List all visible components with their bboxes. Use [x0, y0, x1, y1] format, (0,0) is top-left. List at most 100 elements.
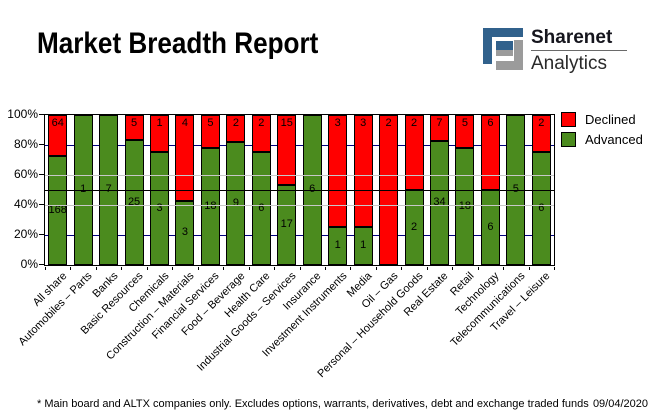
bar-real-estate: 7 34 — [429, 115, 449, 265]
bar-basic-resources: 5 25 — [124, 115, 144, 265]
x-tick-mark — [426, 267, 428, 270]
advanced-segment — [531, 152, 551, 265]
y-tick-mark — [39, 174, 44, 175]
declined-value: 2 — [410, 117, 418, 129]
advanced-value: 6 — [258, 201, 265, 214]
y-tick-label: 40% — [13, 197, 38, 211]
advanced-swatch — [561, 132, 576, 147]
advanced-value: 6 — [487, 220, 494, 233]
declined-segment — [404, 115, 424, 190]
x-tick-mark — [248, 267, 250, 270]
report-date: 09/04/2020 — [592, 398, 648, 410]
declined-value: 4 — [181, 117, 189, 129]
x-tick-mark — [197, 267, 199, 270]
gridline-80 — [45, 145, 554, 146]
bar-all-share: 64 168 — [48, 115, 68, 265]
x-tick-mark — [324, 267, 326, 270]
advanced-value: 3 — [156, 201, 163, 214]
declined-value: 1 — [156, 117, 163, 129]
x-tick-mark — [121, 267, 123, 270]
y-tick-label: 60% — [13, 167, 38, 181]
x-tick-mark — [274, 267, 276, 270]
legend-item-advanced: Advanced — [561, 132, 643, 147]
x-tick-mark — [554, 267, 555, 270]
advanced-value: 5 — [512, 183, 519, 195]
declined-value: 2 — [258, 117, 265, 129]
declined-segment — [200, 115, 220, 148]
advanced-segment — [48, 156, 68, 265]
declined-swatch — [561, 112, 576, 127]
declined-value: 2 — [232, 117, 239, 129]
declined-value: 64 — [51, 117, 64, 129]
y-tick-mark — [39, 204, 44, 205]
advanced-segment — [226, 142, 246, 265]
advanced-segment — [328, 227, 348, 265]
declined-value: 3 — [334, 117, 341, 129]
declined-segment — [455, 115, 475, 148]
advanced-value: 2 — [410, 220, 418, 233]
legend: Declined Advanced — [561, 112, 643, 152]
plot-area: 64 168 1 7 5 25 1 3 4 3 5 18 2 9 2 6 15 17 6 3 1 3 1 2 2 2 7 34 5 18 6… — [44, 114, 555, 266]
advanced-value: 7 — [105, 183, 112, 195]
legend-label-declined: Declined — [585, 112, 636, 127]
y-tick-mark — [39, 264, 44, 265]
x-tick-mark — [528, 267, 530, 270]
advanced-value: 1 — [334, 239, 341, 251]
declined-value: 2 — [385, 117, 392, 129]
declined-value: 6 — [487, 117, 494, 129]
x-tick-mark — [503, 267, 505, 270]
advanced-segment — [455, 148, 475, 265]
y-tick-label: 100% — [7, 107, 38, 121]
sharenet-logo: Sharenet Analytics — [483, 28, 627, 73]
advanced-value: 168 — [48, 203, 67, 216]
logo-brand-name: Sharenet — [531, 28, 627, 51]
x-tick-mark — [172, 267, 174, 270]
y-tick-mark — [39, 114, 44, 115]
logo-text: Sharenet Analytics — [531, 28, 627, 73]
x-tick-mark — [70, 267, 72, 270]
y-tick-mark — [39, 144, 44, 145]
x-tick-mark — [401, 267, 403, 270]
declined-segment — [251, 115, 271, 152]
gridline-40 — [45, 205, 554, 206]
x-tick-mark — [350, 267, 352, 270]
advanced-segment — [175, 201, 195, 265]
bar-financial-services: 5 18 — [200, 115, 220, 265]
sharenet-s-icon — [483, 28, 523, 70]
advanced-value: 6 — [309, 183, 316, 195]
declined-value: 2 — [538, 117, 545, 129]
x-tick-mark — [299, 267, 301, 270]
advanced-value: 1 — [360, 239, 367, 251]
page-title: Market Breadth Report — [37, 27, 319, 60]
x-tick-mark — [477, 267, 479, 270]
declined-segment — [328, 115, 348, 227]
x-tick-mark — [95, 267, 97, 270]
declined-segment — [277, 115, 297, 185]
x-tick-mark — [375, 267, 377, 270]
advanced-value: 6 — [538, 201, 545, 214]
advanced-value: 9 — [232, 196, 239, 209]
declined-segment — [175, 115, 195, 201]
advanced-segment — [429, 141, 449, 265]
logo-brand-sub: Analytics — [531, 53, 608, 74]
advanced-segment — [200, 148, 220, 265]
bar-retail: 5 18 — [455, 115, 475, 265]
declined-segment — [429, 115, 449, 141]
advanced-value: 25 — [127, 195, 141, 208]
x-tick-mark — [146, 267, 148, 270]
declined-value: 15 — [280, 117, 293, 129]
declined-segment — [48, 115, 68, 156]
y-tick-label: 20% — [13, 227, 38, 241]
declined-value: 5 — [207, 117, 214, 129]
y-tick-label: 80% — [13, 137, 38, 151]
declined-segment — [226, 115, 246, 142]
